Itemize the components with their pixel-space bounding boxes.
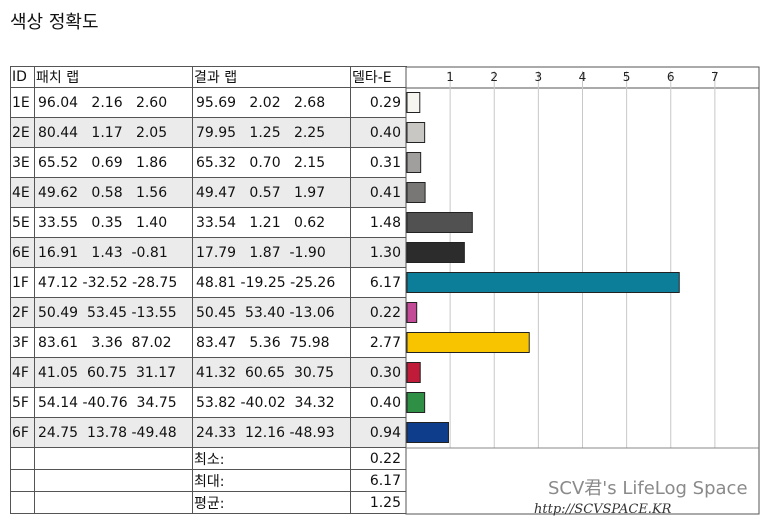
row-result-lab: 65.32 0.70 2.15 bbox=[192, 147, 351, 178]
row-id: 4E bbox=[10, 177, 35, 208]
tick-label: 4 bbox=[579, 70, 587, 84]
row-result-lab: 24.33 12.16 -48.93 bbox=[192, 417, 351, 448]
bar-1F bbox=[406, 272, 680, 293]
row-result-lab: 95.69 2.02 2.68 bbox=[192, 87, 351, 118]
row-id: 3F bbox=[10, 327, 35, 358]
row-patch-lab: 49.62 0.58 1.56 bbox=[34, 177, 193, 208]
summary-label: 최대: bbox=[192, 469, 351, 492]
tick-label: 2 bbox=[490, 70, 498, 84]
table-row: 1F 47.12 -32.52 -28.75 48.81 -19.25 -25.26… bbox=[10, 267, 407, 298]
row-result-lab: 33.54 1.21 0.62 bbox=[192, 207, 351, 238]
row-id: 5E bbox=[10, 207, 35, 238]
row-delta-e: 2.77 bbox=[350, 327, 407, 358]
summary-row: 최대: 6.17 bbox=[10, 469, 407, 492]
row-result-lab: 83.47 5.36 75.98 bbox=[192, 327, 351, 358]
tick-label: 7 bbox=[711, 70, 719, 84]
row-id: 2E bbox=[10, 117, 35, 148]
row-delta-e: 6.17 bbox=[350, 267, 407, 298]
tick-label: 6 bbox=[667, 70, 675, 84]
row-id: 5F bbox=[10, 387, 35, 418]
bar-2E bbox=[406, 122, 426, 143]
watermark-url: http://SCVSPACE.KR bbox=[534, 502, 672, 517]
bar-1E bbox=[406, 92, 421, 113]
summary-empty-id bbox=[10, 447, 35, 470]
header-patch-lab: 패치 랩 bbox=[34, 66, 193, 88]
bar-3F bbox=[406, 332, 530, 353]
bar-2F bbox=[406, 302, 418, 323]
tick-label: 5 bbox=[623, 70, 631, 84]
table-row: 4E 49.62 0.58 1.56 49.47 0.57 1.97 0.41 bbox=[10, 177, 407, 208]
bar-5E bbox=[406, 212, 473, 233]
summary-value: 6.17 bbox=[350, 469, 407, 492]
summary-empty-patch bbox=[34, 491, 193, 514]
row-id: 2F bbox=[10, 297, 35, 328]
row-result-lab: 53.82 -40.02 34.32 bbox=[192, 387, 351, 418]
table-row: 2F 50.49 53.45 -13.55 50.45 53.40 -13.06 0.… bbox=[10, 297, 407, 328]
summary-empty-id bbox=[10, 491, 35, 514]
row-patch-lab: 96.04 2.16 2.60 bbox=[34, 87, 193, 118]
row-patch-lab: 41.05 60.75 31.17 bbox=[34, 357, 193, 388]
bar-4F bbox=[406, 362, 421, 383]
row-patch-lab: 47.12 -32.52 -28.75 bbox=[34, 267, 193, 298]
row-patch-lab: 80.44 1.17 2.05 bbox=[34, 117, 193, 148]
table-row: 5F 54.14 -40.76 34.75 53.82 -40.02 34.32 0.… bbox=[10, 387, 407, 418]
row-patch-lab: 65.52 0.69 1.86 bbox=[34, 147, 193, 178]
bar-4E bbox=[406, 182, 426, 203]
summary-row: 평균: 1.25 bbox=[10, 491, 407, 514]
row-delta-e: 0.40 bbox=[350, 387, 407, 418]
header-result-lab: 결과 랩 bbox=[192, 66, 351, 88]
tick-label: 1 bbox=[446, 70, 454, 84]
table-row: 3F 83.61 3.36 87.02 83.47 5.36 75.98 2.77 bbox=[10, 327, 407, 358]
page-title: 색상 정확도 bbox=[10, 12, 99, 33]
row-id: 1F bbox=[10, 267, 35, 298]
row-delta-e: 0.30 bbox=[350, 357, 407, 388]
table-row: 5E 33.55 0.35 1.40 33.54 1.21 0.62 1.48 bbox=[10, 207, 407, 238]
row-result-lab: 50.45 53.40 -13.06 bbox=[192, 297, 351, 328]
row-result-lab: 17.79 1.87 -1.90 bbox=[192, 237, 351, 268]
row-delta-e: 0.41 bbox=[350, 177, 407, 208]
table-row: 1E 96.04 2.16 2.60 95.69 2.02 2.68 0.29 bbox=[10, 87, 407, 118]
row-id: 4F bbox=[10, 357, 35, 388]
row-delta-e: 1.48 bbox=[350, 207, 407, 238]
row-patch-lab: 50.49 53.45 -13.55 bbox=[34, 297, 193, 328]
summary-label: 최소: bbox=[192, 447, 351, 470]
summary-label: 평균: bbox=[192, 491, 351, 514]
bar-6E bbox=[406, 242, 465, 263]
tick-label: 3 bbox=[535, 70, 543, 84]
row-id: 3E bbox=[10, 147, 35, 178]
row-result-lab: 48.81 -19.25 -25.26 bbox=[192, 267, 351, 298]
header-id: ID bbox=[10, 66, 35, 88]
watermark-title: SCV君's LifeLog Space bbox=[548, 478, 748, 499]
color-accuracy-table: ID 패치 랩 결과 랩 델타-E 1E 96.04 2.16 2.60 95.69… bbox=[10, 66, 407, 514]
table-row: 6F 24.75 13.78 -49.48 24.33 12.16 -48.93 0.… bbox=[10, 417, 407, 448]
row-id: 6E bbox=[10, 237, 35, 268]
row-patch-lab: 83.61 3.36 87.02 bbox=[34, 327, 193, 358]
summary-value: 0.22 bbox=[350, 447, 407, 470]
table-row: 4F 41.05 60.75 31.17 41.32 60.65 30.75 0.30 bbox=[10, 357, 407, 388]
row-delta-e: 0.40 bbox=[350, 117, 407, 148]
row-delta-e: 0.22 bbox=[350, 297, 407, 328]
row-delta-e: 0.31 bbox=[350, 147, 407, 178]
table-row: 3E 65.52 0.69 1.86 65.32 0.70 2.15 0.31 bbox=[10, 147, 407, 178]
row-result-lab: 49.47 0.57 1.97 bbox=[192, 177, 351, 208]
row-delta-e: 0.29 bbox=[350, 87, 407, 118]
bar-3E bbox=[406, 152, 422, 173]
row-result-lab: 41.32 60.65 30.75 bbox=[192, 357, 351, 388]
row-patch-lab: 54.14 -40.76 34.75 bbox=[34, 387, 193, 418]
row-patch-lab: 33.55 0.35 1.40 bbox=[34, 207, 193, 238]
bar-5F bbox=[406, 392, 426, 413]
bar-6F bbox=[406, 422, 449, 443]
